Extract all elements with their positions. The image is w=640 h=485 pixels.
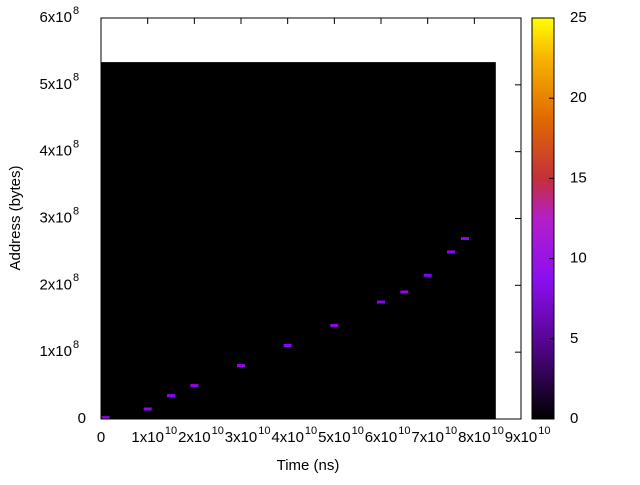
colorbar-tick-label: 15 bbox=[570, 169, 587, 186]
colorbar bbox=[531, 17, 555, 420]
heatmap-cell bbox=[461, 237, 469, 241]
y-tick-label-power: 8 bbox=[73, 272, 79, 284]
x-tick-label: 1x10 bbox=[131, 429, 164, 446]
y-tick-label: 1x10 bbox=[39, 343, 72, 360]
x-tick-label-power: 10 bbox=[165, 425, 177, 437]
y-tick-label-power: 8 bbox=[73, 339, 79, 351]
colorbar-tick-label: 0 bbox=[570, 410, 578, 427]
x-tick-label: 2x10 bbox=[178, 429, 211, 446]
x-tick-label: 4x10 bbox=[271, 429, 304, 446]
heatmap-cell bbox=[330, 323, 339, 327]
y-tick-label-power: 8 bbox=[73, 139, 79, 151]
x-tick-label: 0 bbox=[97, 429, 105, 446]
y-tick-label-power: 8 bbox=[73, 5, 79, 17]
y-tick-label: 3x10 bbox=[39, 209, 72, 226]
x-tick-label: 9x10 bbox=[505, 429, 538, 446]
x-tick-label-power: 10 bbox=[258, 425, 270, 437]
heatmap-cell bbox=[283, 343, 292, 347]
heatmap-cell bbox=[101, 416, 110, 420]
x-tick-label: 6x10 bbox=[365, 429, 398, 446]
y-tick-label-power: 8 bbox=[73, 205, 79, 217]
y-tick-label: 4x10 bbox=[39, 143, 72, 160]
x-tick-label: 5x10 bbox=[318, 429, 351, 446]
colorbar-tick-label: 25 bbox=[570, 9, 587, 26]
heatmap-background bbox=[101, 62, 496, 420]
y-axis-label: Address (bytes) bbox=[7, 165, 24, 270]
x-tick-label-power: 10 bbox=[212, 425, 224, 437]
x-axis-label: Time (ns) bbox=[277, 457, 340, 474]
colorbar-tick-label: 5 bbox=[570, 330, 578, 347]
heatmap-cell bbox=[190, 384, 199, 388]
heatmap-cell bbox=[237, 364, 245, 368]
x-tick-label-power: 10 bbox=[305, 425, 317, 437]
y-tick-label: 0 bbox=[78, 410, 86, 427]
heatmap-cell bbox=[447, 250, 455, 254]
x-tick-label: 8x10 bbox=[458, 429, 491, 446]
x-tick-label-power: 10 bbox=[352, 425, 364, 437]
heatmap-cell bbox=[423, 273, 432, 277]
colorbar-tick-label: 20 bbox=[570, 89, 587, 106]
x-tick-label: 7x10 bbox=[411, 429, 444, 446]
y-tick-label: 5x10 bbox=[39, 76, 72, 93]
heatmap-cell bbox=[143, 407, 152, 411]
plot-area bbox=[101, 62, 496, 420]
heatmap-cell bbox=[167, 394, 175, 398]
y-tick-label: 6x10 bbox=[39, 9, 72, 26]
x-tick-label-power: 10 bbox=[445, 425, 457, 437]
x-tick-label: 3x10 bbox=[225, 429, 258, 446]
x-tick-label-power: 10 bbox=[492, 425, 504, 437]
heatmap-cell bbox=[377, 300, 385, 304]
x-tick-label-power: 10 bbox=[398, 425, 410, 437]
x-tick-label-power: 10 bbox=[538, 425, 550, 437]
colorbar-tick-label: 10 bbox=[570, 250, 587, 267]
y-tick-label: 2x10 bbox=[39, 276, 72, 293]
heatmap-cell bbox=[400, 290, 409, 294]
y-tick-label-power: 8 bbox=[73, 72, 79, 84]
